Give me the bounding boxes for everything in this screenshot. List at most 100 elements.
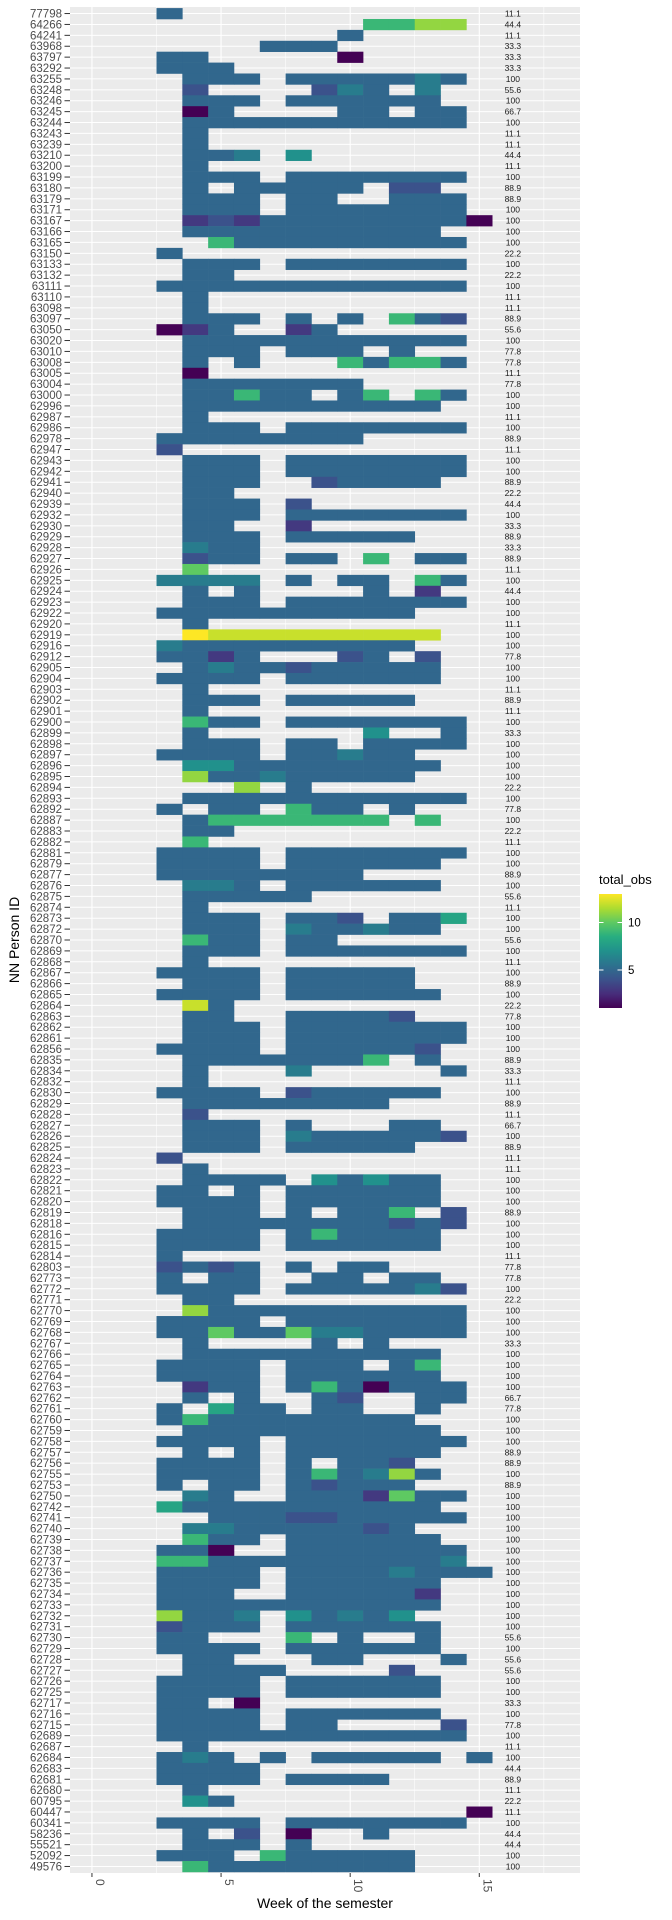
heatmap-cell xyxy=(233,433,261,445)
heatmap-cell xyxy=(363,226,390,238)
y-tick-label: 62943 xyxy=(30,455,62,467)
y-tick-label: 62893 xyxy=(30,793,62,805)
heatmap-cell xyxy=(414,1599,441,1611)
percent-label: 88.9 xyxy=(505,979,522,989)
percent-label: 77.8 xyxy=(505,1011,522,1021)
heatmap-cell xyxy=(233,912,261,924)
heatmap-cell xyxy=(414,422,441,434)
y-tick-label: 63255 xyxy=(30,74,62,86)
heatmap-cell xyxy=(414,1021,441,1033)
percent-label: 100 xyxy=(506,750,520,760)
heatmap-cell xyxy=(311,1185,338,1197)
heatmap-cell xyxy=(182,1544,209,1557)
heatmap-cell xyxy=(363,792,390,805)
heatmap-cell xyxy=(337,1588,364,1600)
heatmap-cell xyxy=(363,989,390,1001)
heatmap-cell xyxy=(363,1032,390,1044)
y-tick-label: 62900 xyxy=(30,717,62,729)
heatmap-cell xyxy=(285,945,312,957)
heatmap-cell xyxy=(208,999,235,1012)
heatmap-cell xyxy=(337,662,364,674)
legend-title: total_obs xyxy=(599,872,652,887)
heatmap-cell xyxy=(259,226,286,238)
percent-label: 11.1 xyxy=(505,837,521,847)
heatmap-cell xyxy=(208,1861,235,1873)
heatmap-cell xyxy=(337,1381,364,1393)
heatmap-cell xyxy=(233,749,261,761)
heatmap-cell xyxy=(182,869,209,881)
y-tick-label: 63150 xyxy=(30,248,62,260)
heatmap-cell xyxy=(414,629,441,641)
heatmap-cell xyxy=(208,1174,235,1186)
heatmap-cell xyxy=(156,1555,183,1568)
heatmap-cell xyxy=(233,1316,261,1328)
percent-label: 22.2 xyxy=(505,270,522,280)
heatmap-cell xyxy=(182,1217,209,1230)
y-tick-label: 62761 xyxy=(30,1404,62,1416)
heatmap-cell xyxy=(233,280,261,292)
percent-label: 88.9 xyxy=(505,532,522,542)
heatmap-cell xyxy=(311,378,338,390)
heatmap-cell xyxy=(182,1828,209,1840)
heatmap-cell xyxy=(156,1087,183,1099)
heatmap-cell xyxy=(156,433,183,445)
heatmap-cell xyxy=(233,662,261,674)
percent-label: 77.8 xyxy=(505,652,522,662)
heatmap-cell xyxy=(208,1087,235,1099)
heatmap-cell xyxy=(311,640,338,652)
heatmap-cell xyxy=(233,1828,261,1840)
heatmap-cell xyxy=(388,1326,416,1339)
heatmap-cell xyxy=(182,1839,209,1851)
heatmap-cell xyxy=(259,182,286,194)
heatmap-cell xyxy=(233,781,261,794)
heatmap-cell xyxy=(311,400,338,412)
y-tick-label: 62755 xyxy=(30,1469,62,1481)
heatmap-cell xyxy=(156,247,183,260)
heatmap-cell xyxy=(182,1098,209,1110)
heatmap-cell xyxy=(388,454,416,467)
heatmap-cell xyxy=(182,574,209,587)
heatmap-cell xyxy=(182,563,209,576)
heatmap-cell xyxy=(285,345,312,358)
y-tick-label: 62715 xyxy=(30,1720,62,1732)
heatmap-cell xyxy=(363,585,390,597)
heatmap-cell xyxy=(208,1686,235,1698)
heatmap-cell xyxy=(208,476,235,488)
heatmap-cell xyxy=(337,1403,364,1415)
heatmap-cell xyxy=(414,912,441,924)
percent-label: 88.9 xyxy=(505,554,522,564)
heatmap-cell xyxy=(337,345,364,358)
y-tick-label: 62897 xyxy=(30,750,62,762)
heatmap-cell xyxy=(285,1119,312,1132)
percent-label: 100 xyxy=(506,1349,520,1359)
percent-label: 100 xyxy=(506,1316,520,1326)
heatmap-cell xyxy=(440,1719,467,1731)
percent-label: 100 xyxy=(506,401,520,411)
heatmap-cell xyxy=(363,749,390,761)
heatmap-cell xyxy=(440,389,467,401)
heatmap-cell xyxy=(414,171,441,183)
heatmap-cell xyxy=(414,1675,441,1687)
percent-label: 66.7 xyxy=(505,1393,522,1403)
heatmap-cell xyxy=(363,760,390,772)
heatmap-cell xyxy=(208,1283,235,1295)
heatmap-cell xyxy=(311,1555,338,1568)
heatmap-cell xyxy=(182,1686,209,1698)
heatmap-cell xyxy=(182,1588,209,1600)
heatmap-cell xyxy=(156,1316,183,1328)
percent-label: 100 xyxy=(506,118,520,128)
heatmap-cell xyxy=(156,749,183,761)
percent-label: 100 xyxy=(506,466,520,476)
heatmap-cell xyxy=(311,803,338,815)
y-tick-label: 63292 xyxy=(30,63,62,75)
heatmap-cell xyxy=(233,389,261,401)
heatmap-cell xyxy=(156,1457,183,1469)
heatmap-cell xyxy=(311,1414,338,1426)
heatmap-cell xyxy=(285,149,312,161)
percent-label: 88.9 xyxy=(505,194,522,204)
heatmap-cell xyxy=(311,858,338,870)
heatmap-cell xyxy=(156,1414,183,1426)
heatmap-cell xyxy=(285,553,312,565)
heatmap-cell xyxy=(182,454,209,467)
heatmap-cell xyxy=(414,1555,441,1568)
